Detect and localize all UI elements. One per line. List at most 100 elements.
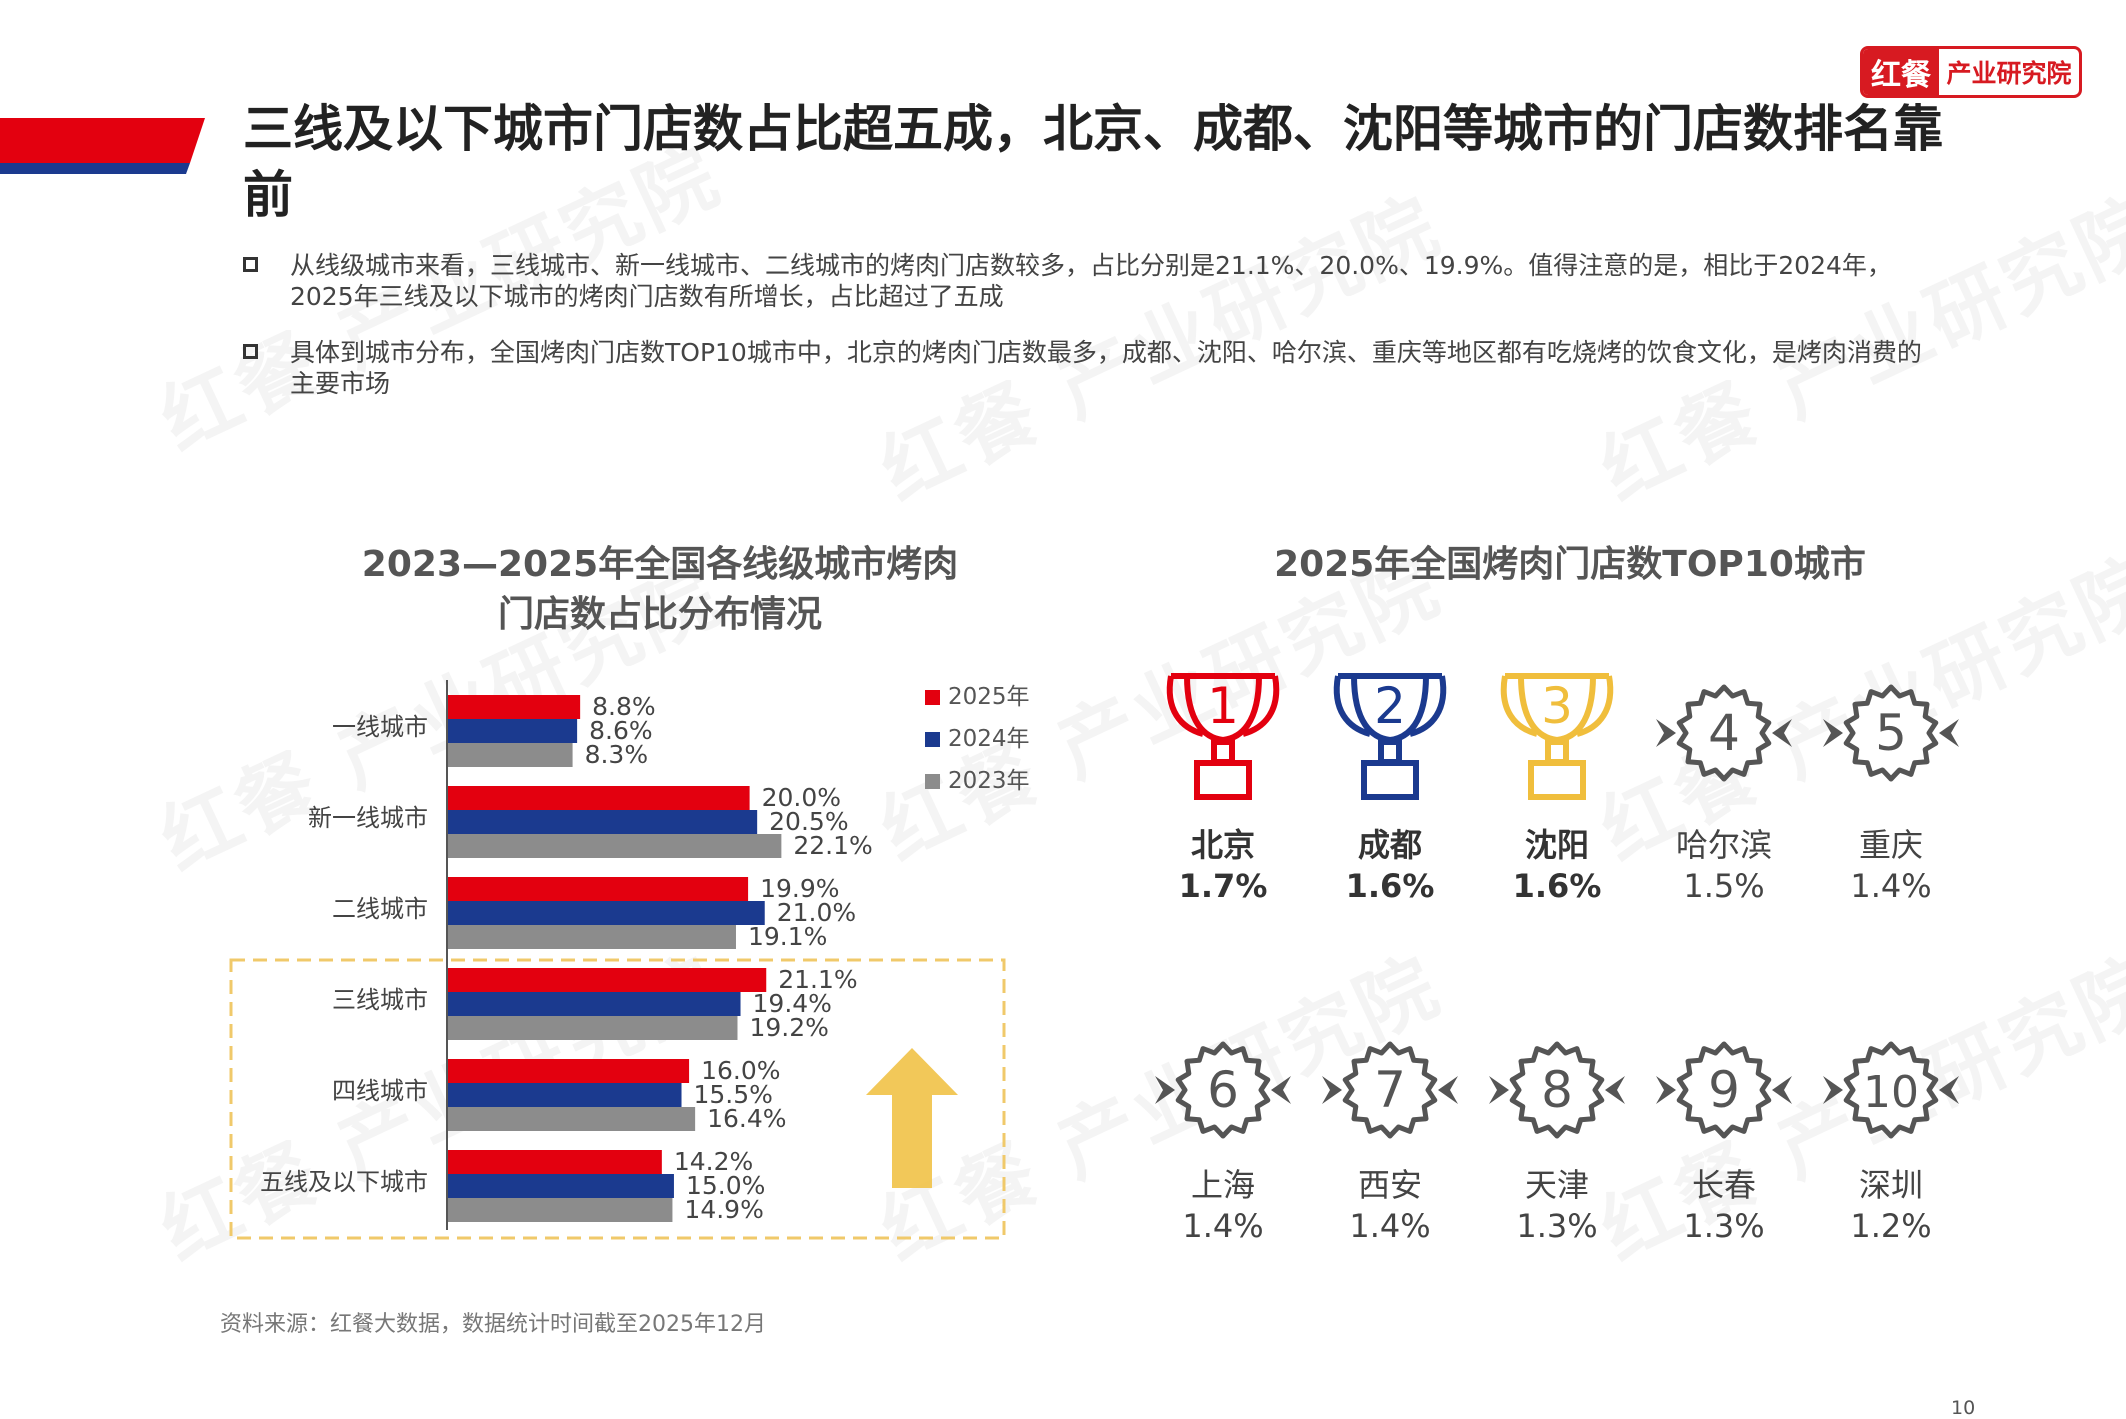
bar-value-label: 22.1% <box>793 831 872 860</box>
brand-logo: 红餐 产业研究院 <box>1860 46 2082 98</box>
bullet-text: 从线级城市来看，三线城市、新一线城市、二线城市的烤肉门店数较多，占比分别是21.… <box>290 251 1892 311</box>
bar-value-label: 16.0% <box>701 1056 780 1085</box>
rank-number: 7 <box>1374 1061 1406 1119</box>
city-name: 深圳 <box>1858 1166 1923 1204</box>
legend-swatch <box>925 774 940 789</box>
category-label: 四线城市 <box>332 1077 428 1105</box>
city-share-value: 1.3% <box>1683 1207 1765 1245</box>
bar-value-label: 21.0% <box>777 898 856 927</box>
bar <box>447 877 749 901</box>
page-title: 三线及以下城市门店数占比超五成，北京、成都、沈阳等城市的门店数排名靠前 <box>243 100 1943 224</box>
bar <box>447 1107 696 1131</box>
trophy-icon: 3 <box>1500 673 1614 800</box>
trophy-icon: 1 <box>1166 673 1280 800</box>
city-name: 长春 <box>1691 1166 1756 1204</box>
category-label: 一线城市 <box>332 713 428 741</box>
bar <box>447 1083 682 1107</box>
highlight-box <box>229 958 1006 1240</box>
rank-ribbon-icon: 4 <box>1656 684 1792 782</box>
rank-ribbon-icon: 8 <box>1489 1041 1625 1139</box>
bar-value-label: 21.1% <box>778 965 857 994</box>
growth-arrow-icon <box>866 1048 958 1188</box>
bar-value-label: 19.1% <box>748 922 827 951</box>
bar-value-label: 8.6% <box>589 716 653 745</box>
rank-number: 2 <box>1374 677 1406 735</box>
page-number: 10 <box>1951 1397 1976 1419</box>
bar <box>447 901 765 925</box>
bar-value-label: 15.5% <box>694 1080 773 1109</box>
rank-ribbon-icon: 7 <box>1322 1041 1458 1139</box>
bar-chart-title-line: 2023—2025年全国各线级城市烤肉 <box>361 544 959 585</box>
bar-value-label: 19.2% <box>749 1013 828 1042</box>
bullet-text: 具体到城市分布，全国烤肉门店数TOP10城市中，北京的烤肉门店数最多，成都、沈阳… <box>290 338 1922 398</box>
header-accent-flag <box>0 118 205 174</box>
bullet-point: 具体到城市分布，全国烤肉门店数TOP10城市中，北京的烤肉门店数最多，成都、沈阳… <box>243 337 1923 399</box>
category-label: 三线城市 <box>332 986 428 1014</box>
city-share-value: 1.5% <box>1683 867 1765 905</box>
legend-label: 2024年 <box>948 726 1030 752</box>
bar-chart-title: 2023—2025年全国各线级城市烤肉 门店数占比分布情况 <box>250 540 1070 640</box>
city-name: 西安 <box>1357 1166 1422 1204</box>
legend-swatch <box>925 690 940 705</box>
bar <box>447 968 767 992</box>
bullet-point: 从线级城市来看，三线城市、新一线城市、二线城市的烤肉门店数较多，占比分别是21.… <box>243 250 1923 312</box>
bar-value-label: 16.4% <box>707 1104 786 1133</box>
ranking-title: 2025年全国烤肉门店数TOP10城市 <box>1274 544 1866 585</box>
bar <box>447 810 758 834</box>
bar-chart-title-line: 门店数占比分布情况 <box>497 594 822 635</box>
legend-label: 2025年 <box>948 684 1030 710</box>
bar <box>447 786 750 810</box>
category-label: 五线及以下城市 <box>260 1168 428 1196</box>
legend-label: 2023年 <box>948 768 1030 794</box>
city-share-value: 1.6% <box>1512 867 1602 905</box>
rank-number: 3 <box>1541 677 1573 735</box>
rank-number: 6 <box>1207 1061 1239 1119</box>
city-share-value: 1.2% <box>1850 1207 1932 1245</box>
bar-value-label: 19.4% <box>753 989 832 1018</box>
bar <box>447 992 741 1016</box>
city-share-value: 1.4% <box>1349 1207 1431 1245</box>
rank-number: 5 <box>1875 704 1907 762</box>
bar-value-label: 8.8% <box>592 692 656 721</box>
bar <box>447 695 581 719</box>
bar-value-label: 14.9% <box>684 1195 763 1224</box>
rank-number: 10 <box>1863 1067 1919 1118</box>
city-name: 沈阳 <box>1524 826 1589 864</box>
bar <box>447 1150 662 1174</box>
city-name: 天津 <box>1524 1166 1589 1204</box>
bar <box>447 1016 738 1040</box>
bar-value-label: 19.9% <box>760 874 839 903</box>
city-name: 哈尔滨 <box>1675 826 1772 864</box>
category-label: 新一线城市 <box>308 804 428 832</box>
trophy-icon: 2 <box>1333 673 1447 800</box>
bar <box>447 743 573 767</box>
bar-value-label: 8.3% <box>585 740 649 769</box>
rank-ribbon-icon: 6 <box>1155 1041 1291 1139</box>
city-name: 成都 <box>1357 826 1422 864</box>
logo-text: 产业研究院 <box>1946 59 2072 88</box>
bar-value-label: 20.0% <box>762 783 841 812</box>
city-share-value: 1.6% <box>1345 867 1435 905</box>
city-share-value: 1.4% <box>1182 1207 1264 1245</box>
city-name: 上海 <box>1190 1166 1255 1204</box>
data-source: 资料来源：红餐大数据，数据统计时间截至2025年12月 <box>220 1312 766 1337</box>
rank-ribbon-icon: 9 <box>1656 1041 1792 1139</box>
bar <box>447 1174 674 1198</box>
city-share-value: 1.4% <box>1850 867 1932 905</box>
city-share-value: 1.7% <box>1178 867 1268 905</box>
city-name: 北京 <box>1190 826 1255 864</box>
bar <box>447 1059 690 1083</box>
city-share-value: 1.3% <box>1516 1207 1598 1245</box>
bar-value-label: 15.0% <box>686 1171 765 1200</box>
rank-number: 1 <box>1207 677 1239 735</box>
rank-number: 8 <box>1541 1061 1573 1119</box>
category-label: 二线城市 <box>332 895 428 923</box>
rank-ribbon-icon: 10 <box>1823 1041 1959 1139</box>
city-name: 重庆 <box>1858 826 1923 864</box>
rank-number: 4 <box>1708 704 1740 762</box>
bar <box>447 925 736 949</box>
rank-number: 9 <box>1708 1061 1740 1119</box>
bar <box>447 834 782 858</box>
